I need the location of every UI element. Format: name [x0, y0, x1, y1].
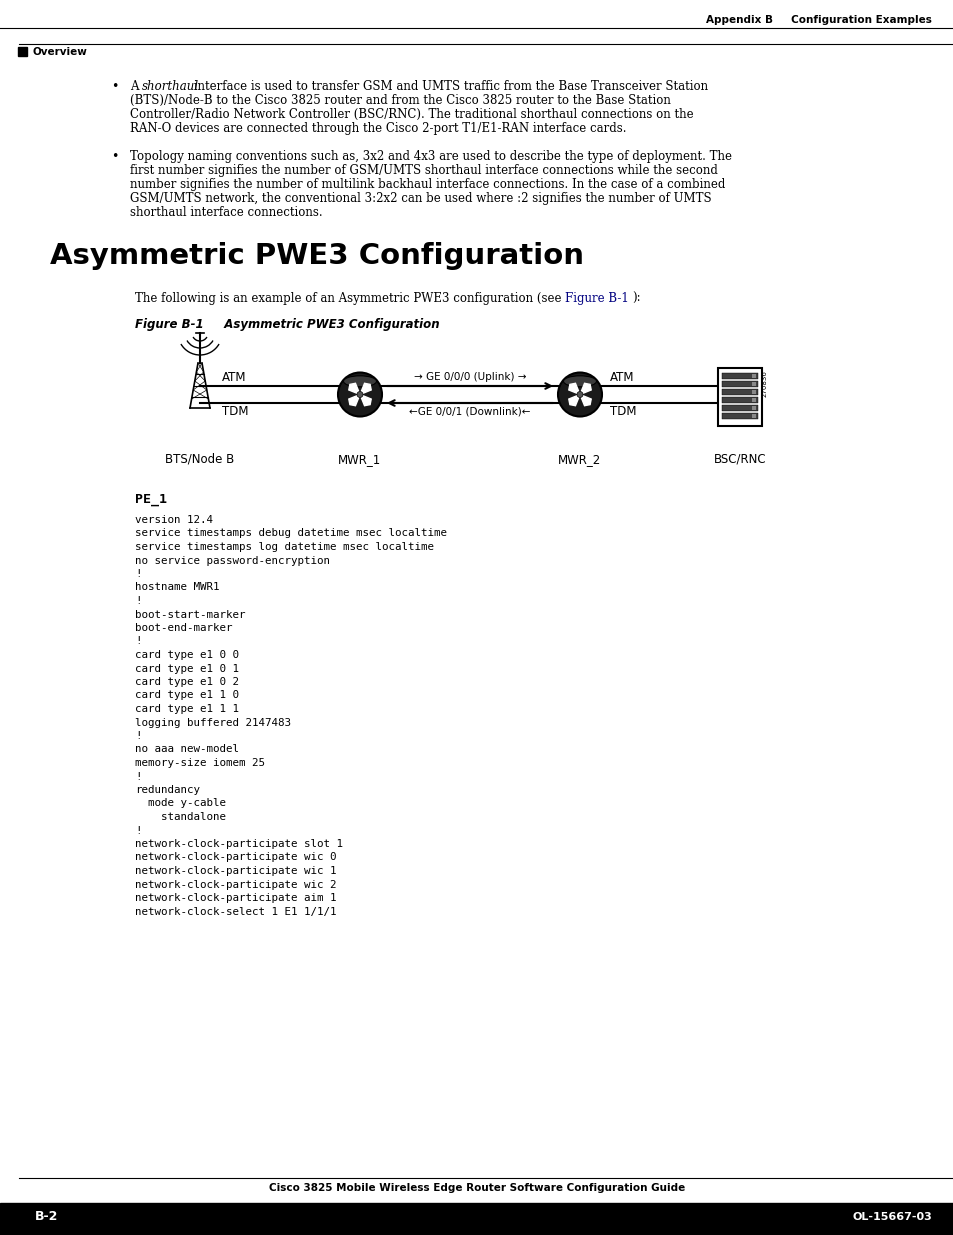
Text: service timestamps log datetime msec localtime: service timestamps log datetime msec loc… [135, 542, 434, 552]
Text: card type e1 0 2: card type e1 0 2 [135, 677, 239, 687]
Text: BSC/RNC: BSC/RNC [713, 453, 765, 466]
Text: → GE 0/0/0 (Uplink) →: → GE 0/0/0 (Uplink) → [414, 372, 526, 382]
Text: shorthaul interface connections.: shorthaul interface connections. [130, 206, 322, 219]
Polygon shape [579, 394, 591, 406]
Text: 270836: 270836 [761, 370, 767, 396]
Text: version 12.4: version 12.4 [135, 515, 213, 525]
Bar [751, 398, 755, 403]
Text: !: ! [135, 569, 141, 579]
Text: service timestamps debug datetime msec localtime: service timestamps debug datetime msec l… [135, 529, 447, 538]
Polygon shape [359, 394, 371, 406]
Circle shape [558, 373, 601, 416]
Text: Figure B-1     Asymmetric PWE3 Configuration: Figure B-1 Asymmetric PWE3 Configuration [135, 317, 439, 331]
Text: •: • [112, 80, 118, 93]
Text: ATM: ATM [222, 370, 246, 384]
Text: Appendix B     Configuration Examples: Appendix B Configuration Examples [705, 15, 931, 25]
Text: B-2: B-2 [35, 1210, 59, 1224]
Ellipse shape [563, 375, 596, 387]
Bar [20, 1208, 74, 1226]
Text: •: • [112, 149, 118, 163]
Text: network-clock-participate slot 1: network-clock-participate slot 1 [135, 839, 343, 848]
Text: boot-end-marker: boot-end-marker [135, 622, 233, 634]
Text: GSM/UMTS network, the conventional 3:2x2 can be used where :2 signifies the numb: GSM/UMTS network, the conventional 3:2x2… [130, 191, 711, 205]
Bar [18, 1207, 76, 1228]
Polygon shape [568, 394, 579, 406]
Text: network-clock-participate wic 0: network-clock-participate wic 0 [135, 852, 336, 862]
Text: !: ! [135, 825, 141, 836]
Text: !: ! [135, 636, 141, 646]
Text: card type e1 0 0: card type e1 0 0 [135, 650, 239, 659]
Ellipse shape [341, 399, 378, 408]
Text: BTS/Node B: BTS/Node B [165, 453, 234, 466]
Text: no service password-encryption: no service password-encryption [135, 556, 330, 566]
Bar [721, 373, 758, 379]
Text: hostname MWR1: hostname MWR1 [135, 583, 219, 593]
Bar [721, 412, 758, 419]
Bar [18, 47, 27, 56]
Text: card type e1 1 1: card type e1 1 1 [135, 704, 239, 714]
Polygon shape [568, 383, 579, 394]
Text: TDM: TDM [222, 405, 248, 417]
Text: Asymmetric PWE3 Configuration: Asymmetric PWE3 Configuration [50, 242, 583, 270]
Bar [751, 414, 755, 417]
Text: shorthaul: shorthaul [141, 80, 198, 93]
Text: MWR_1: MWR_1 [338, 453, 381, 466]
Text: OL-15667-03: OL-15667-03 [851, 1212, 931, 1221]
Bar [751, 382, 755, 387]
Text: number signifies the number of multilink backhaul interface connections. In the : number signifies the number of multilink… [130, 178, 724, 191]
Text: interface is used to transfer GSM and UMTS traffic from the Base Transceiver Sta: interface is used to transfer GSM and UM… [190, 80, 707, 93]
Bar [751, 390, 755, 394]
Text: RAN-O devices are connected through the Cisco 2-port T1/E1-RAN interface cards.: RAN-O devices are connected through the … [130, 122, 626, 135]
Text: Figure B-1: Figure B-1 [564, 291, 628, 305]
Circle shape [356, 391, 363, 398]
Text: redundancy: redundancy [135, 785, 200, 795]
Ellipse shape [343, 375, 376, 387]
Text: boot-start-marker: boot-start-marker [135, 610, 245, 620]
Bar [721, 405, 758, 411]
Text: ←GE 0/0/1 (Downlink)←: ←GE 0/0/1 (Downlink)← [409, 408, 530, 417]
Circle shape [337, 373, 381, 416]
Text: Controller/Radio Network Controller (BSC/RNC). The traditional shorthaul connect: Controller/Radio Network Controller (BSC… [130, 107, 693, 121]
Text: mode y-cable: mode y-cable [135, 799, 226, 809]
Text: network-clock-select 1 E1 1/1/1: network-clock-select 1 E1 1/1/1 [135, 906, 336, 916]
Text: card type e1 0 1: card type e1 0 1 [135, 663, 239, 673]
Text: !: ! [135, 597, 141, 606]
Text: no aaa new-model: no aaa new-model [135, 745, 239, 755]
Text: network-clock-participate wic 1: network-clock-participate wic 1 [135, 866, 336, 876]
Text: !: ! [135, 731, 141, 741]
Text: logging buffered 2147483: logging buffered 2147483 [135, 718, 291, 727]
Text: MWR_2: MWR_2 [558, 453, 601, 466]
Text: ATM: ATM [609, 370, 634, 384]
Text: first number signifies the number of GSM/UMTS shorthaul interface connections wh: first number signifies the number of GSM… [130, 164, 717, 177]
Text: standalone: standalone [135, 811, 226, 823]
Text: Topology naming conventions such as, 3x2 and 4x3 are used to describe the type o: Topology naming conventions such as, 3x2… [130, 149, 731, 163]
Text: ):: ): [631, 291, 640, 305]
Polygon shape [349, 383, 359, 394]
Ellipse shape [560, 399, 598, 408]
Bar [718, 368, 761, 426]
Bar [751, 406, 755, 410]
Bar [721, 389, 758, 395]
Text: Overview: Overview [33, 47, 88, 57]
Text: A: A [130, 80, 142, 93]
Bar [721, 382, 758, 387]
Polygon shape [349, 394, 359, 406]
Bar [0, 1203, 953, 1235]
Text: The following is an example of an Asymmetric PWE3 configuration (see: The following is an example of an Asymme… [135, 291, 565, 305]
Text: PE_1: PE_1 [135, 493, 167, 506]
Polygon shape [579, 383, 591, 394]
Bar [721, 396, 758, 403]
Text: card type e1 1 0: card type e1 1 0 [135, 690, 239, 700]
Text: memory-size iomem 25: memory-size iomem 25 [135, 758, 265, 768]
Text: network-clock-participate wic 2: network-clock-participate wic 2 [135, 879, 336, 889]
Polygon shape [359, 383, 371, 394]
Text: TDM: TDM [609, 405, 636, 417]
Text: Cisco 3825 Mobile Wireless Edge Router Software Configuration Guide: Cisco 3825 Mobile Wireless Edge Router S… [269, 1183, 684, 1193]
Bar [751, 374, 755, 378]
Text: (BTS)/Node-B to the Cisco 3825 router and from the Cisco 3825 router to the Base: (BTS)/Node-B to the Cisco 3825 router an… [130, 94, 670, 107]
Text: !: ! [135, 772, 141, 782]
Circle shape [577, 391, 582, 398]
Text: network-clock-participate aim 1: network-clock-participate aim 1 [135, 893, 336, 903]
